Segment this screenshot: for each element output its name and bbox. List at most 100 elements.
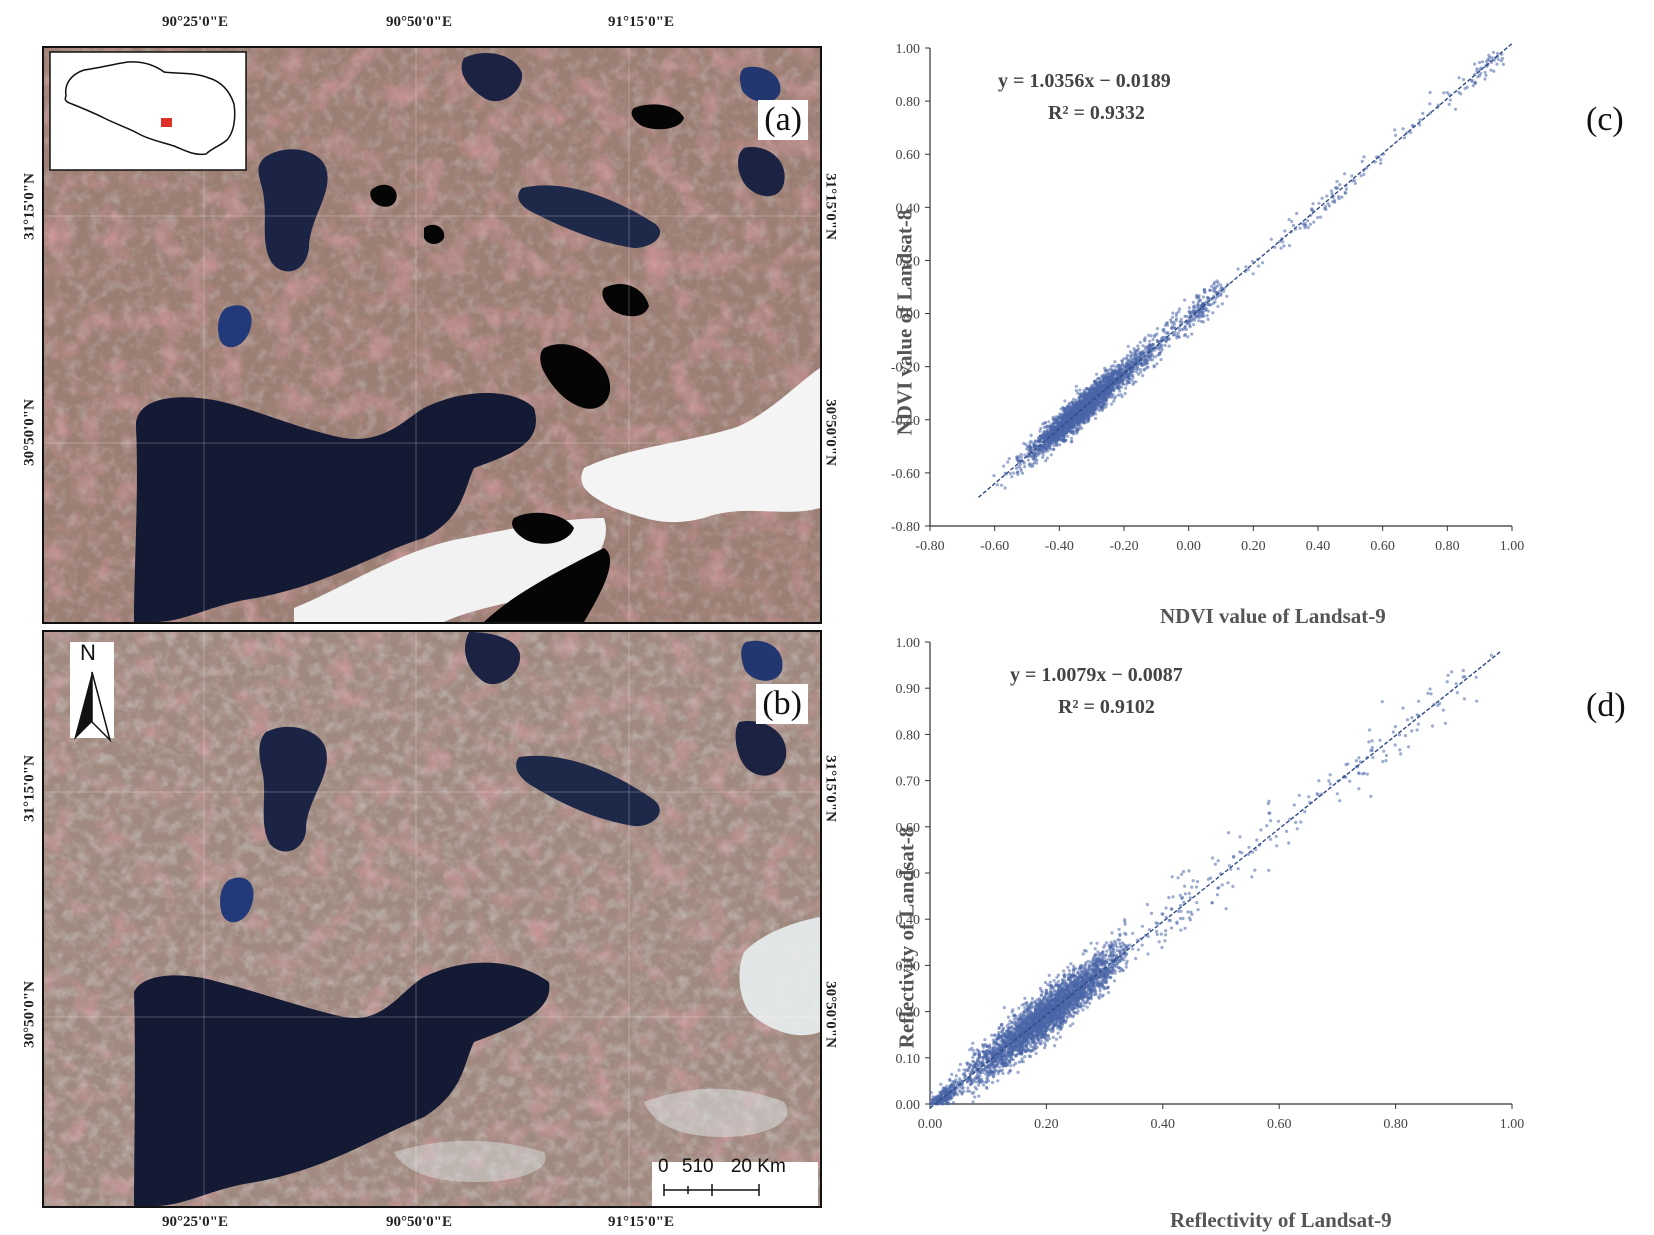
scatter-point [1153,355,1157,359]
scatter-point [1071,404,1075,408]
scatter-point [1070,426,1074,430]
scatter-point [1040,450,1045,454]
scatter-point [1212,286,1216,291]
scatter-point [1130,351,1134,355]
scatter-point [1100,408,1104,412]
scatter-point [1188,325,1192,329]
scatter-point [1098,390,1102,394]
scatter-point [1043,1041,1047,1045]
scatter-point [1000,1068,1004,1072]
scatter-point [1097,376,1101,381]
scatter-point [1157,351,1161,355]
scatter-point [1100,387,1104,391]
scatter-point [1220,286,1224,290]
scatter-point [1030,448,1034,452]
scatter-point [1043,421,1047,425]
x-tick-label: 0.40 [1306,539,1331,554]
y-tick-label: 1.00 [896,636,921,651]
scatter-point [1110,402,1114,406]
scatter-point [1335,179,1339,184]
scatter-point [1085,395,1089,399]
scatter-point [1196,295,1200,299]
scatter-plot-c: -0.80 -0.60 -0.40 -0.20 0.00 0.20 0.40 0.60 0.80… [891,42,1524,554]
scatter-point [1115,371,1119,375]
scatter-point [1304,223,1308,227]
scatter-point [1126,344,1130,348]
satellite-image-b [44,632,820,1206]
scatter-point [1063,399,1067,403]
scatter-point [1359,174,1363,178]
scatter-point [1028,462,1032,466]
panel-label-a: (a) [758,100,808,140]
scatter-point [1325,194,1329,198]
scatter-point [1060,431,1064,435]
scatter-point [1053,429,1057,433]
scatter-point [1179,317,1183,321]
scatter-point [1329,189,1333,193]
scatter-point [1165,323,1170,327]
scatter-point [1027,454,1031,458]
scatter-point [1084,949,1088,953]
scatter-point [1471,84,1475,88]
y-tick-label: 0.50 [896,867,921,882]
scatter-point [1117,365,1121,369]
scatter-point [1269,237,1273,241]
scatter-point [1052,444,1056,448]
x-tick-label: 0.80 [1383,1117,1408,1132]
scatter-point [1052,447,1056,451]
y-tick-label: -0.40 [891,414,920,429]
scatter-point [1120,363,1125,367]
y-tick-label: 0.20 [896,1006,921,1021]
scatter-point [1146,365,1150,369]
scatter-point [1057,417,1062,421]
scatter-point [1025,1001,1029,1005]
x-tick-label: -0.20 [1109,539,1138,554]
scatter-point [1113,971,1117,975]
scatter-point [1038,429,1042,433]
scatter-point [1497,57,1501,62]
scatter-point [1172,333,1176,337]
scatter-point [1500,56,1505,61]
scatter-point [1216,304,1220,308]
scatter-point [1082,1004,1086,1008]
scatter-point [1401,127,1405,131]
scatter-point [1059,407,1063,411]
scatter-point [1063,412,1067,416]
scatter-point [1061,415,1065,419]
scatter-point [1124,386,1128,390]
scatter-point [1123,366,1128,370]
lon-label-top-2: 90°50'0"E [386,14,452,30]
scatter-point [1116,385,1120,389]
scatter-point [981,1055,985,1059]
scatter-point [1157,347,1161,351]
scatter-point [1016,1070,1020,1074]
scatter-point [1207,302,1211,307]
scatter-point [1324,207,1328,211]
scatter-point [1222,289,1226,293]
scatter-point [1192,323,1196,327]
scatter-point [1095,400,1099,404]
scatter-point [1121,382,1125,386]
map-panel-a: (a) [42,46,822,624]
scatter-point [1104,941,1108,945]
scatter-point [1071,1022,1075,1026]
scatter-point [1167,344,1171,348]
scatter-point [1343,172,1347,176]
scatter-point [1326,202,1330,206]
y-tick-label: 1.00 [896,42,921,57]
scatter-point [1442,91,1446,95]
scatter-point [1101,383,1105,387]
scatter-point [1250,259,1255,263]
x-axis-title-c: NDVI value of Landsat-9 [1160,604,1386,628]
scatter-point [1112,951,1116,955]
scatter-point [1138,340,1142,344]
scatter-chart-c: -0.80 -0.60 -0.40 -0.20 0.00 0.20 0.40 0.60 0.80… [880,30,1650,630]
scatter-point [1105,949,1109,953]
y-tick-label: -0.20 [891,361,920,376]
scatter-point [1034,1051,1038,1056]
scatter-point [1211,311,1215,315]
scatter-point [1058,443,1062,447]
scatter-point [1032,461,1036,465]
scatter-point [995,483,999,487]
scale-bar-labels: 0 510 20 Km [658,1156,786,1178]
